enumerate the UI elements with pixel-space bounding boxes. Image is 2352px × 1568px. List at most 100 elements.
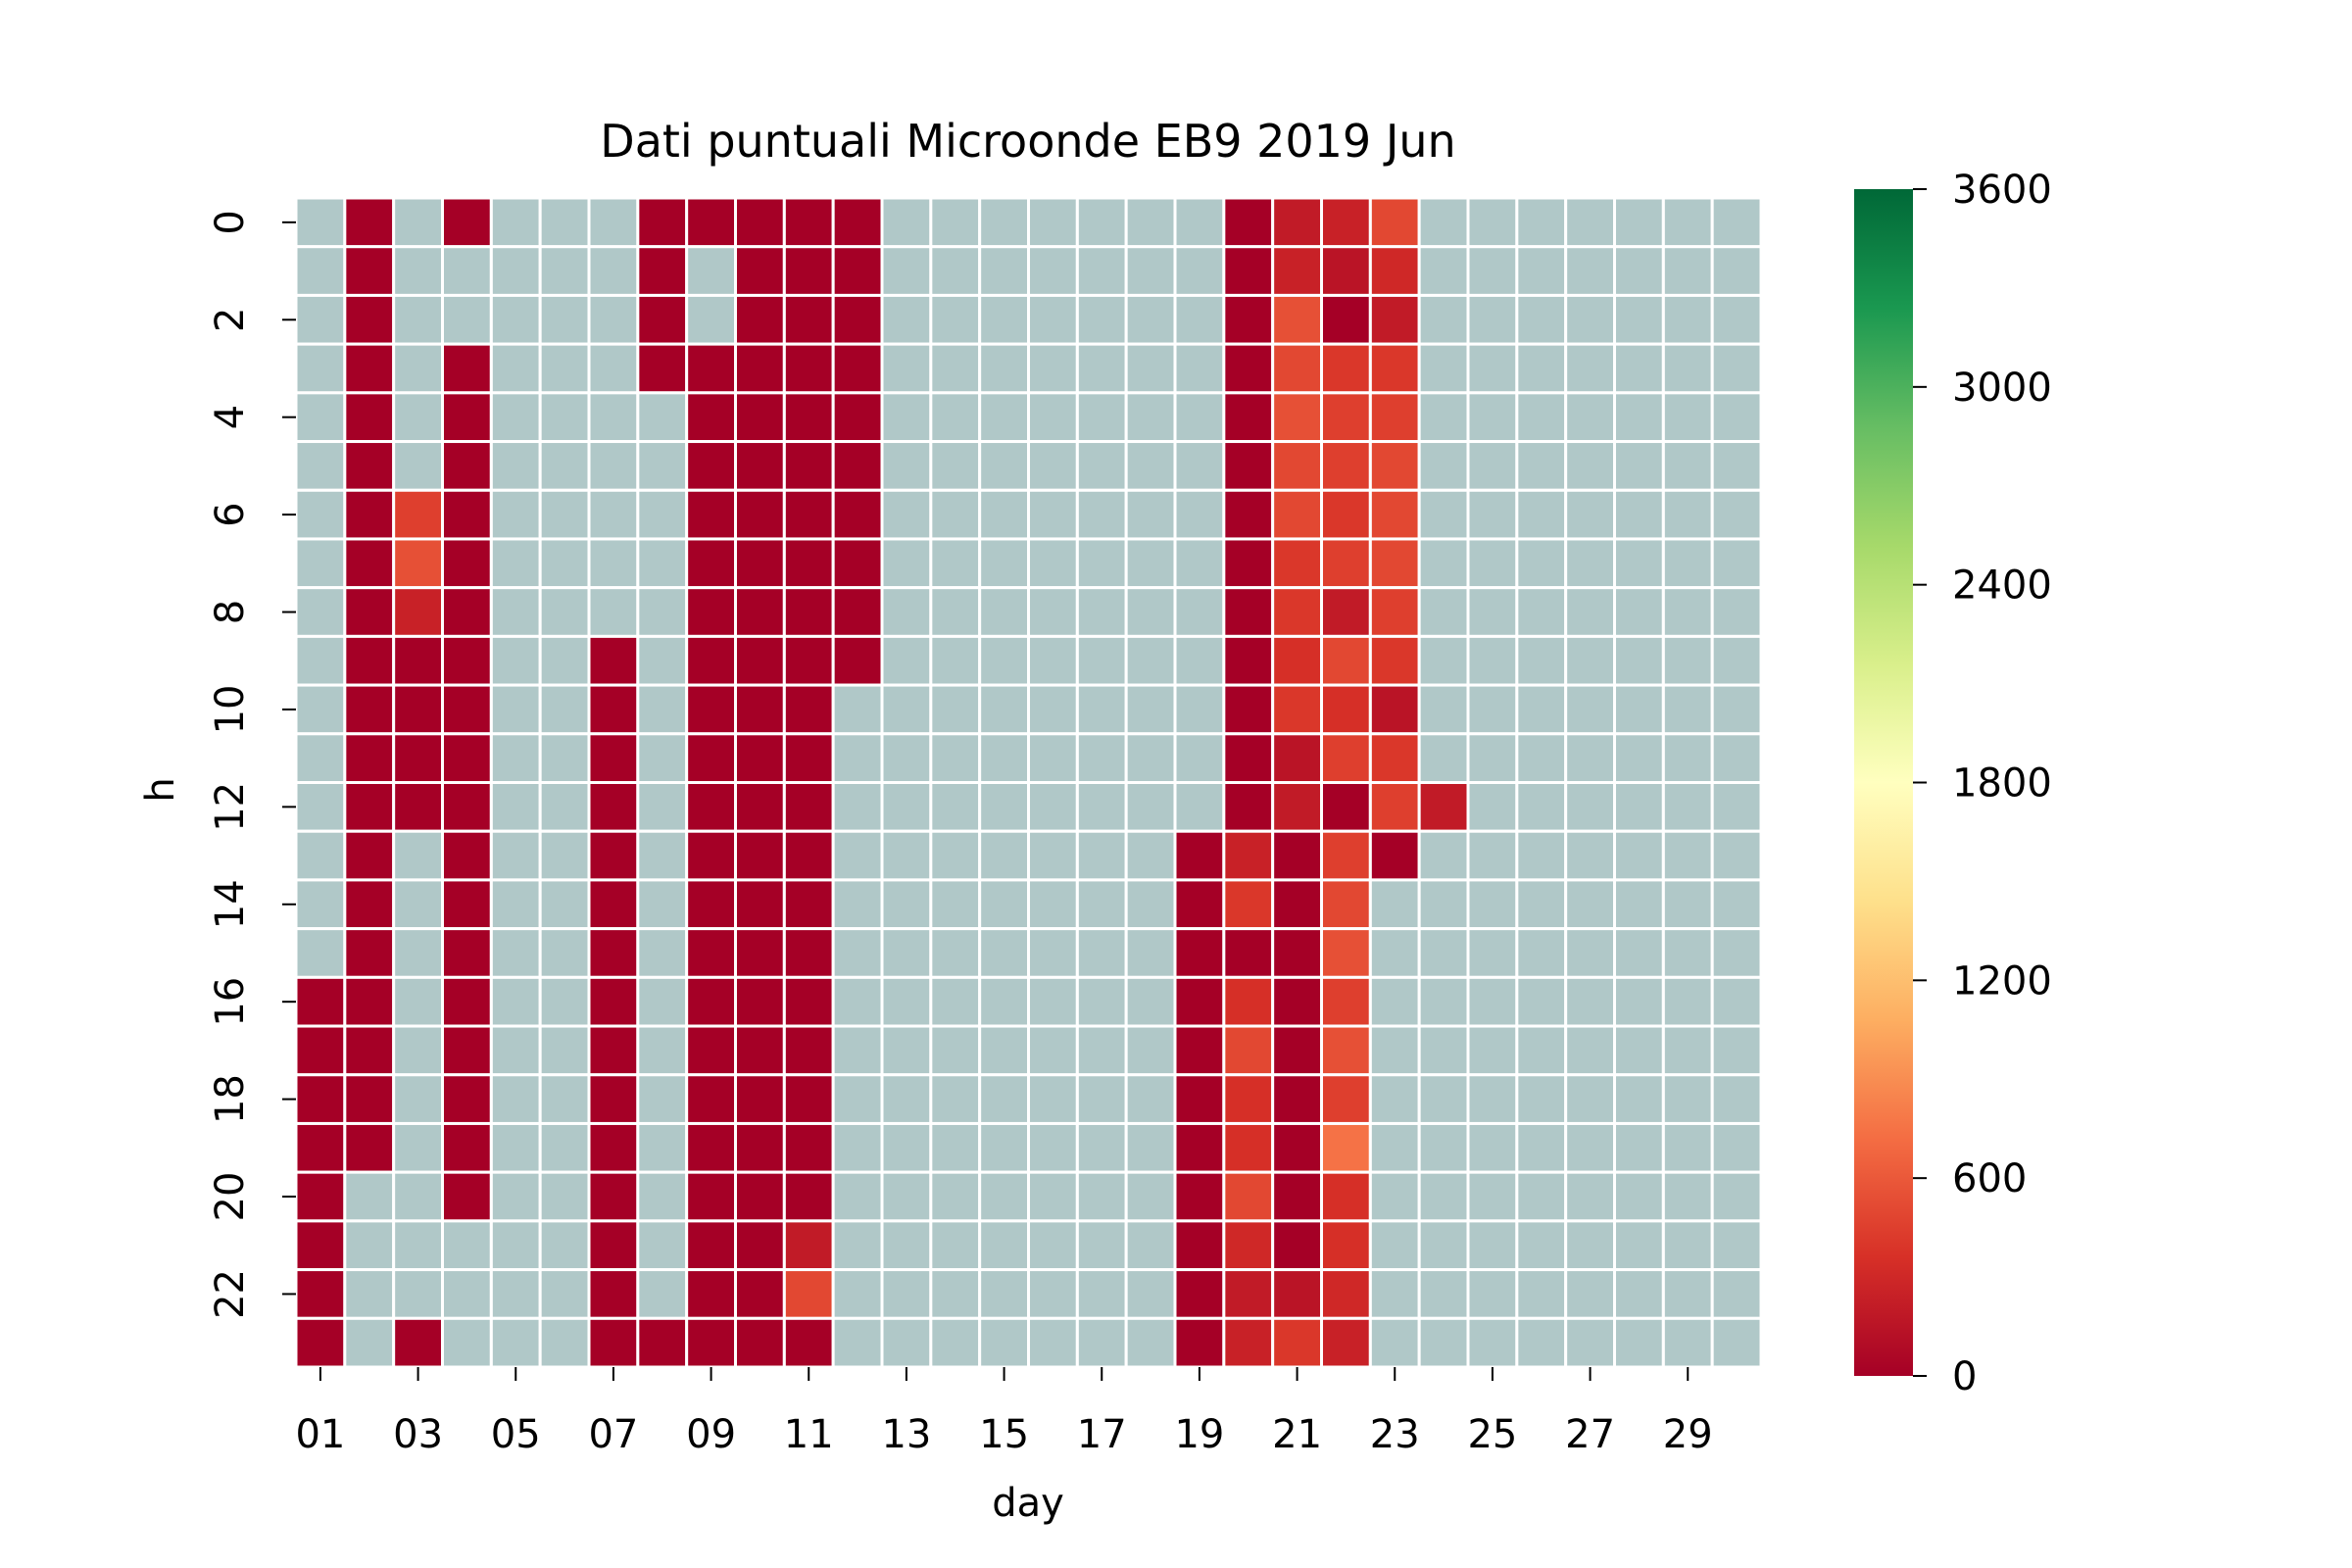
heatmap-cell bbox=[1466, 196, 1519, 249]
heatmap-cell bbox=[636, 927, 689, 979]
heatmap-cell bbox=[1222, 878, 1275, 931]
heatmap-cell bbox=[343, 1316, 396, 1369]
heatmap-cell bbox=[587, 586, 640, 638]
heatmap-cell bbox=[1222, 440, 1275, 492]
heatmap-cell bbox=[1271, 537, 1323, 590]
heatmap-cell bbox=[636, 732, 689, 785]
heatmap-cell bbox=[343, 586, 396, 638]
heatmap-cell bbox=[685, 342, 738, 395]
heatmap-cell bbox=[978, 1073, 1031, 1125]
heatmap-cell bbox=[1124, 1316, 1177, 1369]
heatmap-cell bbox=[587, 1170, 640, 1223]
heatmap-cell bbox=[685, 1316, 738, 1369]
heatmap-cell bbox=[1320, 1219, 1372, 1272]
heatmap-cell bbox=[1613, 586, 1665, 638]
heatmap-cell bbox=[978, 1316, 1031, 1369]
heatmap-cell bbox=[831, 829, 884, 882]
heatmap-cell bbox=[1027, 1121, 1079, 1174]
heatmap-cell bbox=[489, 245, 542, 297]
heatmap-cell bbox=[1027, 293, 1079, 346]
heatmap-cell bbox=[1222, 342, 1275, 395]
heatmap-cell bbox=[538, 927, 591, 979]
heatmap-cell bbox=[1173, 975, 1226, 1028]
heatmap-cell bbox=[1320, 1316, 1372, 1369]
heatmap-cell bbox=[1417, 975, 1470, 1028]
heatmap-cell bbox=[978, 975, 1031, 1028]
heatmap-cell bbox=[636, 488, 689, 541]
heatmap-cell bbox=[1222, 391, 1275, 444]
heatmap-cell bbox=[1515, 732, 1568, 785]
x-tick-label: 21 bbox=[1272, 1412, 1322, 1457]
heatmap-cell bbox=[1515, 1170, 1568, 1223]
heatmap-cell bbox=[880, 1316, 933, 1369]
heatmap-cell bbox=[1417, 196, 1470, 249]
heatmap-cell bbox=[1564, 732, 1616, 785]
heatmap-cell bbox=[1466, 488, 1519, 541]
colorbar-tick-label: 2400 bbox=[1952, 564, 2052, 609]
heatmap-cell bbox=[538, 878, 591, 931]
heatmap-cell bbox=[1320, 1024, 1372, 1077]
x-tick-label: 15 bbox=[979, 1412, 1029, 1457]
heatmap-cell bbox=[1027, 586, 1079, 638]
heatmap-cell bbox=[734, 1024, 786, 1077]
heatmap-cell bbox=[1564, 1121, 1616, 1174]
heatmap-cell bbox=[1661, 440, 1714, 492]
heatmap-cell bbox=[1075, 293, 1128, 346]
heatmap-cell bbox=[685, 245, 738, 297]
heatmap-cell bbox=[1564, 683, 1616, 736]
heatmap-cell bbox=[1466, 342, 1519, 395]
heatmap-cell bbox=[538, 1219, 591, 1272]
heatmap-cell bbox=[636, 1219, 689, 1272]
heatmap-cell bbox=[929, 975, 982, 1028]
heatmap-cell bbox=[1368, 1316, 1421, 1369]
heatmap-cell bbox=[978, 342, 1031, 395]
heatmap-cell bbox=[1417, 781, 1470, 833]
heatmap-cell bbox=[1320, 488, 1372, 541]
heatmap-cell bbox=[782, 1268, 835, 1320]
heatmap-cell bbox=[1564, 196, 1616, 249]
heatmap-cell bbox=[441, 975, 493, 1028]
heatmap-cell bbox=[538, 1024, 591, 1077]
heatmap-cell bbox=[929, 829, 982, 882]
heatmap-cell bbox=[831, 732, 884, 785]
heatmap-cell bbox=[1222, 1316, 1275, 1369]
heatmap-cell bbox=[1075, 781, 1128, 833]
heatmap-cell bbox=[782, 293, 835, 346]
heatmap-cell bbox=[392, 586, 444, 638]
heatmap-cell bbox=[831, 634, 884, 687]
heatmap-cell bbox=[1173, 293, 1226, 346]
heatmap-cell bbox=[1564, 440, 1616, 492]
heatmap-cell bbox=[441, 586, 493, 638]
heatmap-cell bbox=[294, 1316, 347, 1369]
heatmap-cell bbox=[831, 1268, 884, 1320]
heatmap-cell bbox=[294, 1268, 347, 1320]
heatmap-cell bbox=[1075, 732, 1128, 785]
heatmap-cell bbox=[929, 1219, 982, 1272]
heatmap-cell bbox=[1515, 537, 1568, 590]
heatmap-cell bbox=[685, 975, 738, 1028]
heatmap-cell bbox=[782, 878, 835, 931]
heatmap-cell bbox=[1661, 293, 1714, 346]
heatmap-cell bbox=[782, 1219, 835, 1272]
y-tick-label: 16 bbox=[208, 977, 253, 1027]
heatmap-cell bbox=[392, 634, 444, 687]
heatmap-cell bbox=[1613, 293, 1665, 346]
heatmap-cell bbox=[1124, 878, 1177, 931]
heatmap-cell bbox=[831, 975, 884, 1028]
heatmap-cell bbox=[1173, 1024, 1226, 1077]
heatmap-cell bbox=[1320, 342, 1372, 395]
heatmap-cell bbox=[1173, 1268, 1226, 1320]
heatmap-cell bbox=[1124, 732, 1177, 785]
heatmap-cell bbox=[1173, 1219, 1226, 1272]
heatmap-cell bbox=[685, 1121, 738, 1174]
heatmap-cell bbox=[489, 293, 542, 346]
heatmap-cell bbox=[1271, 196, 1323, 249]
y-tick-label: 2 bbox=[208, 308, 253, 332]
heatmap-cell bbox=[1564, 829, 1616, 882]
heatmap-cell bbox=[1368, 829, 1421, 882]
heatmap-cell bbox=[929, 1121, 982, 1174]
heatmap-cell bbox=[1368, 927, 1421, 979]
heatmap-cell bbox=[1515, 878, 1568, 931]
heatmap-cell bbox=[1222, 245, 1275, 297]
heatmap-cell bbox=[441, 537, 493, 590]
